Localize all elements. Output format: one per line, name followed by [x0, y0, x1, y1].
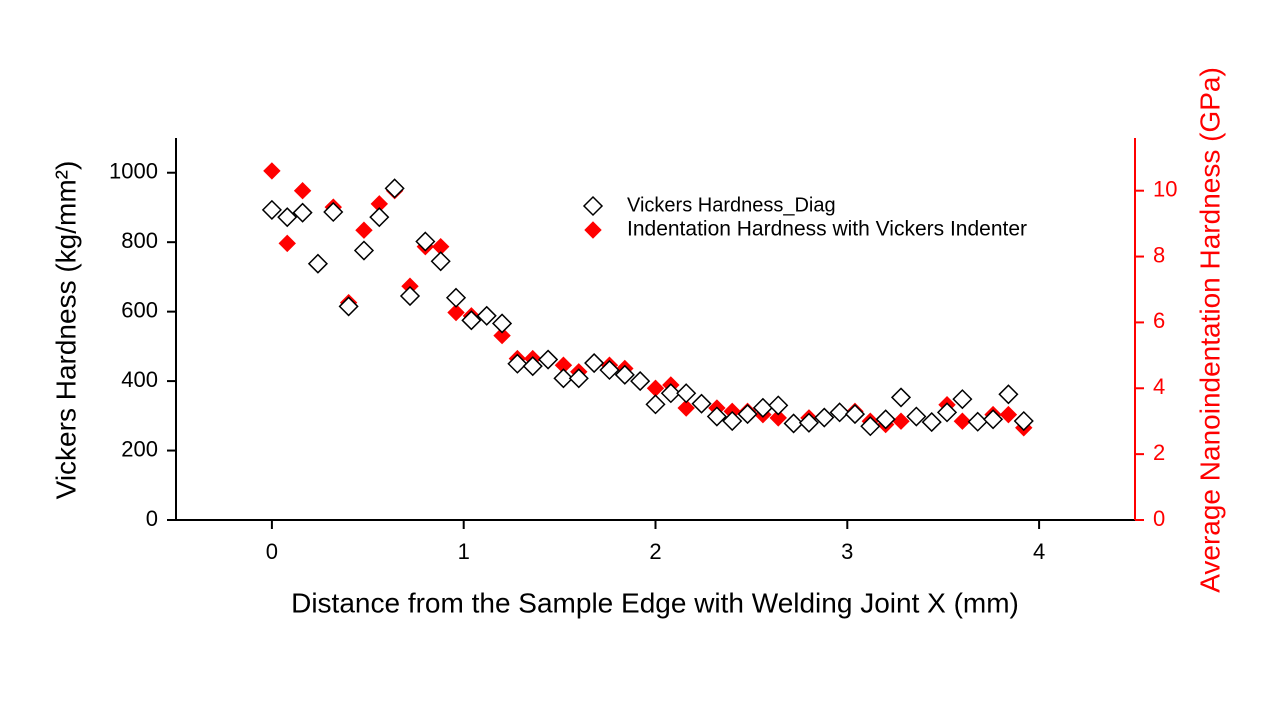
- data-point: [584, 352, 605, 374]
- data-point: [338, 296, 359, 317]
- y-tick-label: 400: [121, 367, 158, 392]
- y2-tick-label: 10: [1153, 177, 1177, 202]
- y-tick-label: 800: [121, 228, 158, 253]
- data-point: [614, 364, 635, 385]
- y-tick-label: 600: [121, 297, 158, 322]
- data-point: [983, 409, 1004, 430]
- data-point: [355, 221, 373, 239]
- data-point: [384, 178, 405, 199]
- data-point: [507, 353, 528, 374]
- data-point: [875, 409, 896, 430]
- legend-marker: [584, 221, 602, 239]
- data-point: [906, 406, 927, 427]
- data-point: [953, 412, 972, 430]
- data-point: [952, 389, 973, 410]
- y-tick-label: 1000: [109, 159, 158, 184]
- data-point: [676, 383, 697, 404]
- x-tick-label: 3: [841, 539, 853, 564]
- data-point: [553, 368, 574, 389]
- data-point: [998, 384, 1019, 405]
- data-point: [677, 399, 695, 417]
- data-point: [630, 371, 651, 392]
- data-point: [369, 207, 390, 228]
- data-point: [660, 383, 681, 404]
- data-point: [814, 407, 835, 428]
- data-point: [278, 234, 296, 253]
- data-point: [491, 313, 513, 334]
- data-point: [353, 240, 375, 261]
- data-point: [307, 253, 328, 274]
- data-point: [860, 416, 881, 437]
- data-point: [277, 207, 298, 228]
- data-point: [293, 181, 312, 200]
- x-tick-label: 1: [458, 539, 470, 564]
- x-axis-title: Distance from the Sample Edge with Weldi…: [291, 587, 1019, 618]
- y-tick-label: 200: [121, 436, 158, 461]
- data-point: [999, 405, 1018, 424]
- legend-label: Vickers Hardness_Diag: [627, 194, 836, 216]
- y2-tick-label: 8: [1153, 242, 1165, 267]
- data-point: [967, 411, 988, 432]
- data-point: [722, 410, 743, 432]
- data-point: [522, 356, 543, 377]
- legend-marker: [582, 195, 604, 217]
- data-point: [261, 199, 282, 220]
- data-point: [447, 303, 465, 322]
- y2-tick-label: 0: [1153, 506, 1165, 531]
- legend-label: Indentation Hardness with Vickers Indent…: [627, 218, 1027, 241]
- data-point: [737, 404, 758, 425]
- data-point: [415, 231, 436, 252]
- y2-axis-title: Average Nanoindentation Hardness (GPa): [1194, 67, 1225, 593]
- data-point: [493, 326, 511, 345]
- x-tick-label: 2: [649, 539, 661, 564]
- data-point: [921, 412, 942, 433]
- data-point: [645, 394, 666, 415]
- x-tick-label: 4: [1033, 539, 1045, 564]
- data-point: [768, 395, 789, 416]
- data-point: [783, 413, 804, 434]
- data-point: [890, 387, 912, 408]
- data-point: [461, 310, 482, 331]
- data-point: [798, 412, 820, 433]
- data-point: [936, 402, 958, 423]
- y2-tick-label: 6: [1153, 308, 1165, 333]
- data-point: [538, 349, 559, 370]
- y-tick-label: 0: [146, 506, 158, 531]
- data-point: [691, 393, 712, 414]
- data-point: [568, 368, 589, 389]
- data-point: [599, 359, 620, 381]
- data-point: [263, 162, 281, 180]
- data-point: [292, 202, 313, 223]
- data-point: [323, 201, 344, 223]
- data-point: [844, 404, 866, 425]
- data-point: [769, 409, 787, 427]
- data-point: [1013, 410, 1034, 432]
- data-point: [706, 406, 727, 427]
- y-axis-title: Vickers Hardness (kg/mm²): [50, 161, 81, 500]
- data-point: [829, 402, 850, 423]
- y2-tick-label: 2: [1153, 440, 1165, 465]
- data-point: [476, 305, 497, 326]
- data-point: [399, 285, 421, 307]
- data-point: [445, 287, 467, 308]
- x-tick-label: 0: [266, 539, 278, 564]
- y2-tick-label: 4: [1153, 374, 1165, 399]
- data-point: [892, 412, 910, 430]
- data-point: [646, 379, 665, 397]
- data-point: [430, 251, 451, 272]
